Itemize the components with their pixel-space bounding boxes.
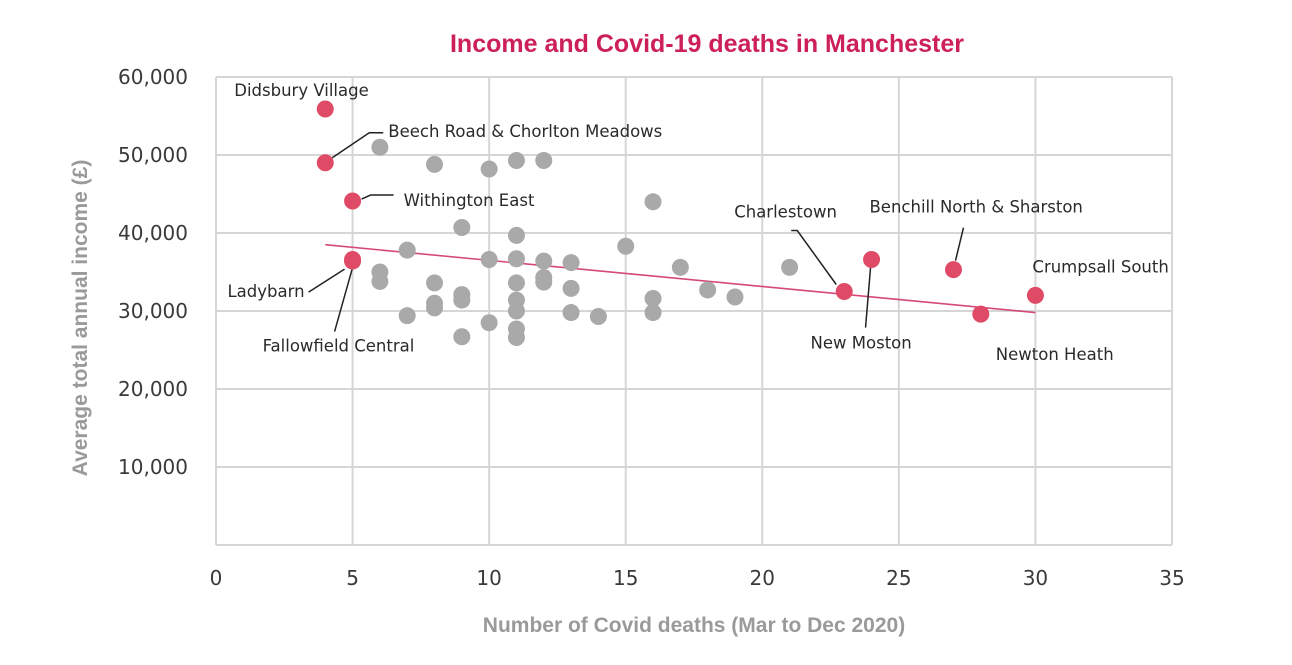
gridlines: [215, 76, 1173, 546]
ward-point: [644, 193, 662, 211]
chart-title: Income and Covid-19 deaths in Manchester: [450, 30, 964, 58]
x-tick-label: 35: [1159, 566, 1184, 590]
ward-point: [453, 291, 471, 309]
ward-point: [535, 151, 553, 169]
x-tick-label: 25: [886, 566, 911, 590]
y-axis-title: Average total annual income (£): [69, 160, 92, 477]
data-points: [316, 100, 1044, 347]
y-tick-label: 40,000: [118, 221, 188, 245]
x-tick-label: 0: [210, 566, 223, 590]
ward-point: [562, 254, 580, 272]
y-tick-label: 10,000: [118, 455, 188, 479]
leader-line: [308, 268, 345, 293]
ward-point: [426, 274, 444, 292]
ward-point: [589, 307, 607, 325]
ward-point: [562, 279, 580, 297]
ward-point: [781, 258, 799, 276]
leader-line: [331, 132, 384, 159]
point-label: Ladybarn: [227, 282, 304, 301]
highlighted-ward-point: [316, 154, 334, 172]
leader-line: [864, 267, 872, 328]
tick-labels: 0 5 10 15 20 25 30 35 10,000 20,000 30,000 40,000 50…: [118, 65, 1185, 590]
ward-point: [726, 288, 744, 306]
point-label: Charlestown: [734, 203, 837, 222]
ward-point: [617, 237, 635, 255]
highlighted-ward-point: [1026, 286, 1044, 304]
ward-point: [535, 273, 553, 291]
y-tick-label: 50,000: [118, 143, 188, 167]
leader-line: [361, 194, 394, 200]
ward-point: [426, 155, 444, 173]
ward-point: [453, 328, 471, 346]
ward-point: [699, 281, 717, 299]
ward-point: [507, 329, 525, 347]
ward-point: [426, 299, 444, 317]
ward-point: [507, 274, 525, 292]
ward-point: [371, 138, 389, 156]
y-tick-label: 60,000: [118, 65, 188, 89]
ward-point: [398, 241, 416, 259]
ward-point: [535, 252, 553, 270]
leader-line: [791, 229, 837, 285]
ward-point: [671, 258, 689, 276]
point-label: Didsbury Village: [234, 81, 369, 100]
point-label: Withington East: [404, 191, 535, 210]
ward-point: [507, 302, 525, 320]
y-tick-label: 30,000: [118, 299, 188, 323]
x-tick-label: 20: [750, 566, 775, 590]
y-tick-label: 20,000: [118, 377, 188, 401]
point-annotations: Didsbury Village Beech Road & Chorlton Me…: [227, 81, 1168, 364]
ward-point: [507, 226, 525, 244]
point-label: Benchill North & Sharston: [869, 198, 1082, 217]
ward-point: [562, 304, 580, 322]
highlighted-ward-point: [863, 251, 881, 269]
point-label: Beech Road & Chorlton Meadows: [388, 122, 662, 141]
ward-point: [398, 307, 416, 325]
leader-line: [954, 227, 965, 261]
ward-point: [371, 272, 389, 290]
x-tick-label: 5: [346, 566, 359, 590]
ward-point: [480, 314, 498, 332]
ward-point: [453, 219, 471, 237]
ward-point: [644, 304, 662, 322]
x-tick-label: 15: [613, 566, 638, 590]
highlighted-ward-point: [344, 192, 362, 210]
x-axis-title: Number of Covid deaths (Mar to Dec 2020): [483, 614, 905, 637]
x-tick-label: 10: [476, 566, 501, 590]
ward-point: [644, 290, 662, 308]
x-tick-label: 30: [1023, 566, 1048, 590]
highlighted-ward-point: [344, 251, 362, 269]
highlighted-ward-point: [944, 261, 962, 279]
point-label: Newton Heath: [996, 345, 1114, 364]
leader-line: [333, 267, 354, 332]
point-label: Fallowfield Central: [263, 337, 415, 356]
annotation-leaders: [308, 132, 965, 332]
trendline: [325, 243, 1036, 314]
ward-point: [480, 160, 498, 178]
ward-point: [507, 151, 525, 169]
ward-point: [507, 250, 525, 268]
point-label: Crumpsall South: [1032, 257, 1168, 276]
ward-point: [480, 251, 498, 269]
highlighted-ward-point: [835, 283, 853, 300]
highlighted-ward-point: [972, 305, 990, 323]
point-label: New Moston: [811, 334, 912, 353]
highlighted-ward-point: [316, 100, 334, 118]
